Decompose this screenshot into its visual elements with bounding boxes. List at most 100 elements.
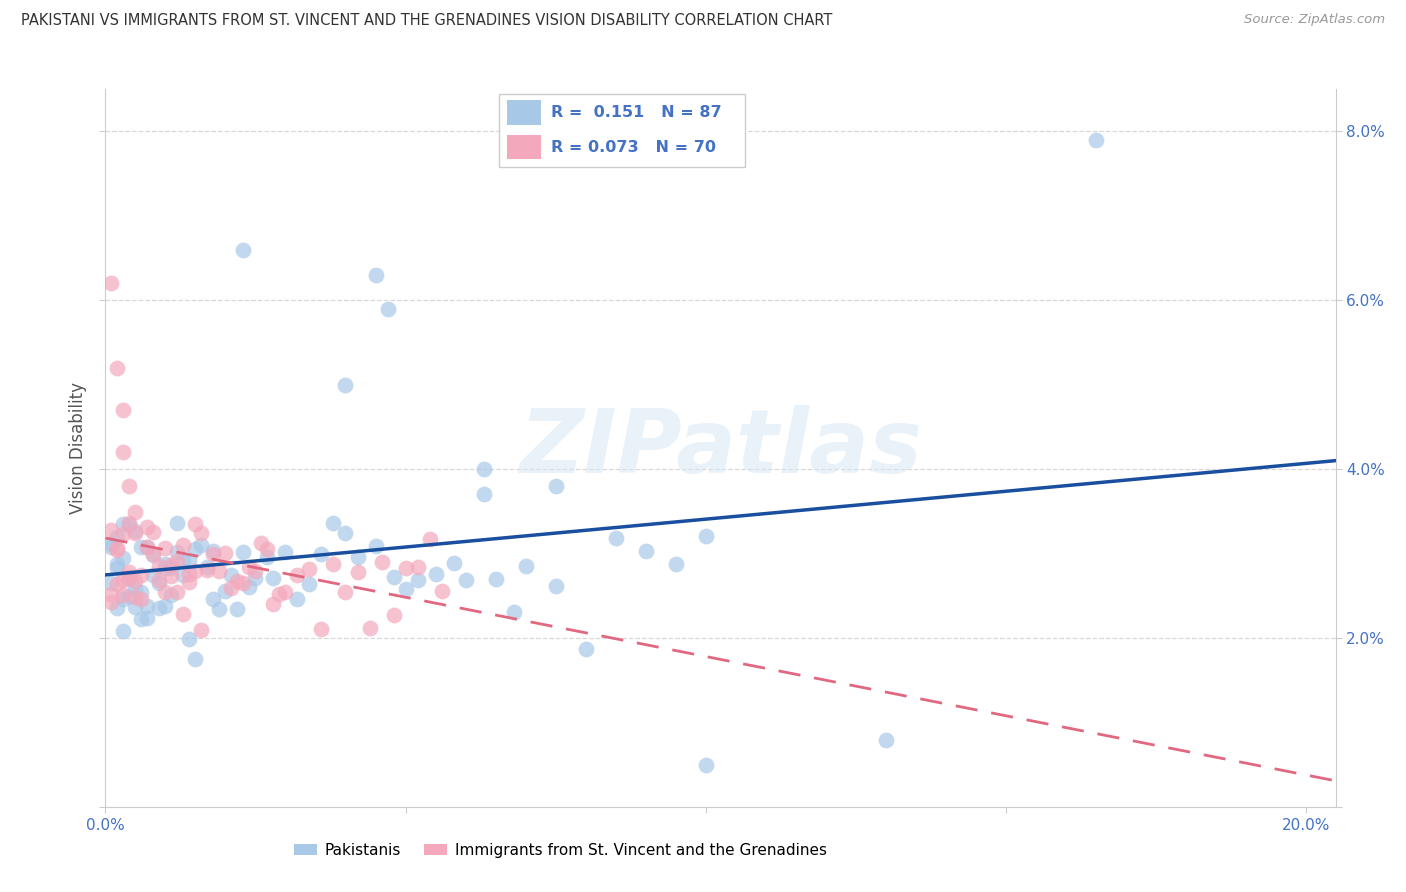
Point — [664, 557, 686, 571]
Text: ZIPatlas: ZIPatlas — [519, 405, 922, 491]
Point — [226, 601, 249, 615]
Point — [179, 567, 201, 582]
Point — [263, 597, 285, 611]
Point — [136, 519, 159, 533]
Point — [322, 516, 344, 531]
Point — [100, 586, 122, 600]
Point — [136, 540, 159, 554]
Point — [179, 632, 201, 647]
Point — [425, 567, 447, 582]
Point — [544, 579, 567, 593]
Bar — [506, 135, 541, 160]
Point — [179, 574, 201, 589]
Point — [136, 540, 159, 554]
Point — [394, 582, 416, 596]
Point — [155, 585, 177, 599]
Point — [359, 621, 381, 635]
Point — [112, 527, 135, 541]
Point — [112, 624, 135, 638]
Point — [100, 595, 122, 609]
Point — [875, 732, 897, 747]
Point — [287, 568, 309, 582]
Point — [377, 301, 399, 316]
Point — [269, 587, 291, 601]
Point — [148, 573, 170, 587]
Point — [155, 560, 177, 574]
Point — [382, 607, 405, 622]
Point — [202, 544, 225, 558]
Point — [335, 526, 357, 541]
Point — [107, 601, 129, 615]
Point — [250, 536, 273, 550]
Point — [155, 557, 177, 571]
Point — [100, 540, 122, 554]
Point — [221, 567, 243, 582]
Point — [190, 624, 212, 638]
Point — [172, 553, 194, 567]
Point — [124, 526, 146, 541]
Point — [107, 557, 129, 571]
Point — [214, 546, 236, 560]
Point — [574, 642, 596, 657]
Point — [311, 623, 333, 637]
Point — [124, 600, 146, 615]
Point — [202, 592, 225, 607]
Point — [484, 572, 506, 586]
Text: R =  0.151   N = 87: R = 0.151 N = 87 — [551, 105, 721, 120]
Point — [142, 568, 165, 582]
Point — [184, 564, 207, 578]
Point — [245, 571, 267, 585]
Point — [208, 564, 231, 578]
Point — [190, 537, 212, 551]
Point — [190, 526, 212, 541]
Point — [160, 568, 183, 582]
Point — [214, 583, 236, 598]
Point — [118, 589, 141, 603]
Point — [238, 560, 260, 574]
Point — [322, 557, 344, 571]
Point — [118, 516, 141, 530]
Point — [136, 599, 159, 614]
Point — [107, 361, 129, 376]
Point — [172, 538, 194, 552]
Point — [605, 531, 627, 545]
Point — [502, 605, 524, 619]
Point — [256, 549, 278, 564]
Point — [256, 542, 278, 557]
Point — [544, 479, 567, 493]
Point — [172, 568, 194, 582]
Point — [179, 553, 201, 567]
Point — [232, 243, 254, 257]
Point — [112, 445, 135, 459]
Point — [112, 403, 135, 417]
Point — [100, 523, 122, 537]
Point — [166, 585, 188, 599]
Point — [202, 547, 225, 561]
Point — [1084, 133, 1107, 147]
Point — [131, 612, 153, 626]
Point — [112, 573, 135, 587]
Point — [100, 575, 122, 590]
Point — [430, 583, 453, 598]
Point — [515, 559, 537, 574]
Point — [208, 602, 231, 616]
Point — [142, 548, 165, 562]
Point — [472, 487, 495, 501]
Point — [406, 574, 429, 588]
Bar — [506, 100, 541, 125]
Point — [100, 277, 122, 291]
Point — [142, 524, 165, 539]
Point — [695, 758, 717, 772]
Point — [160, 558, 183, 573]
Point — [124, 582, 146, 597]
Point — [148, 600, 170, 615]
Point — [124, 505, 146, 519]
Point — [107, 577, 129, 591]
Point — [107, 530, 129, 544]
Point — [112, 588, 135, 602]
Point — [184, 651, 207, 665]
Point — [197, 563, 219, 577]
Point — [166, 554, 188, 568]
Point — [148, 559, 170, 574]
Point — [634, 544, 657, 558]
